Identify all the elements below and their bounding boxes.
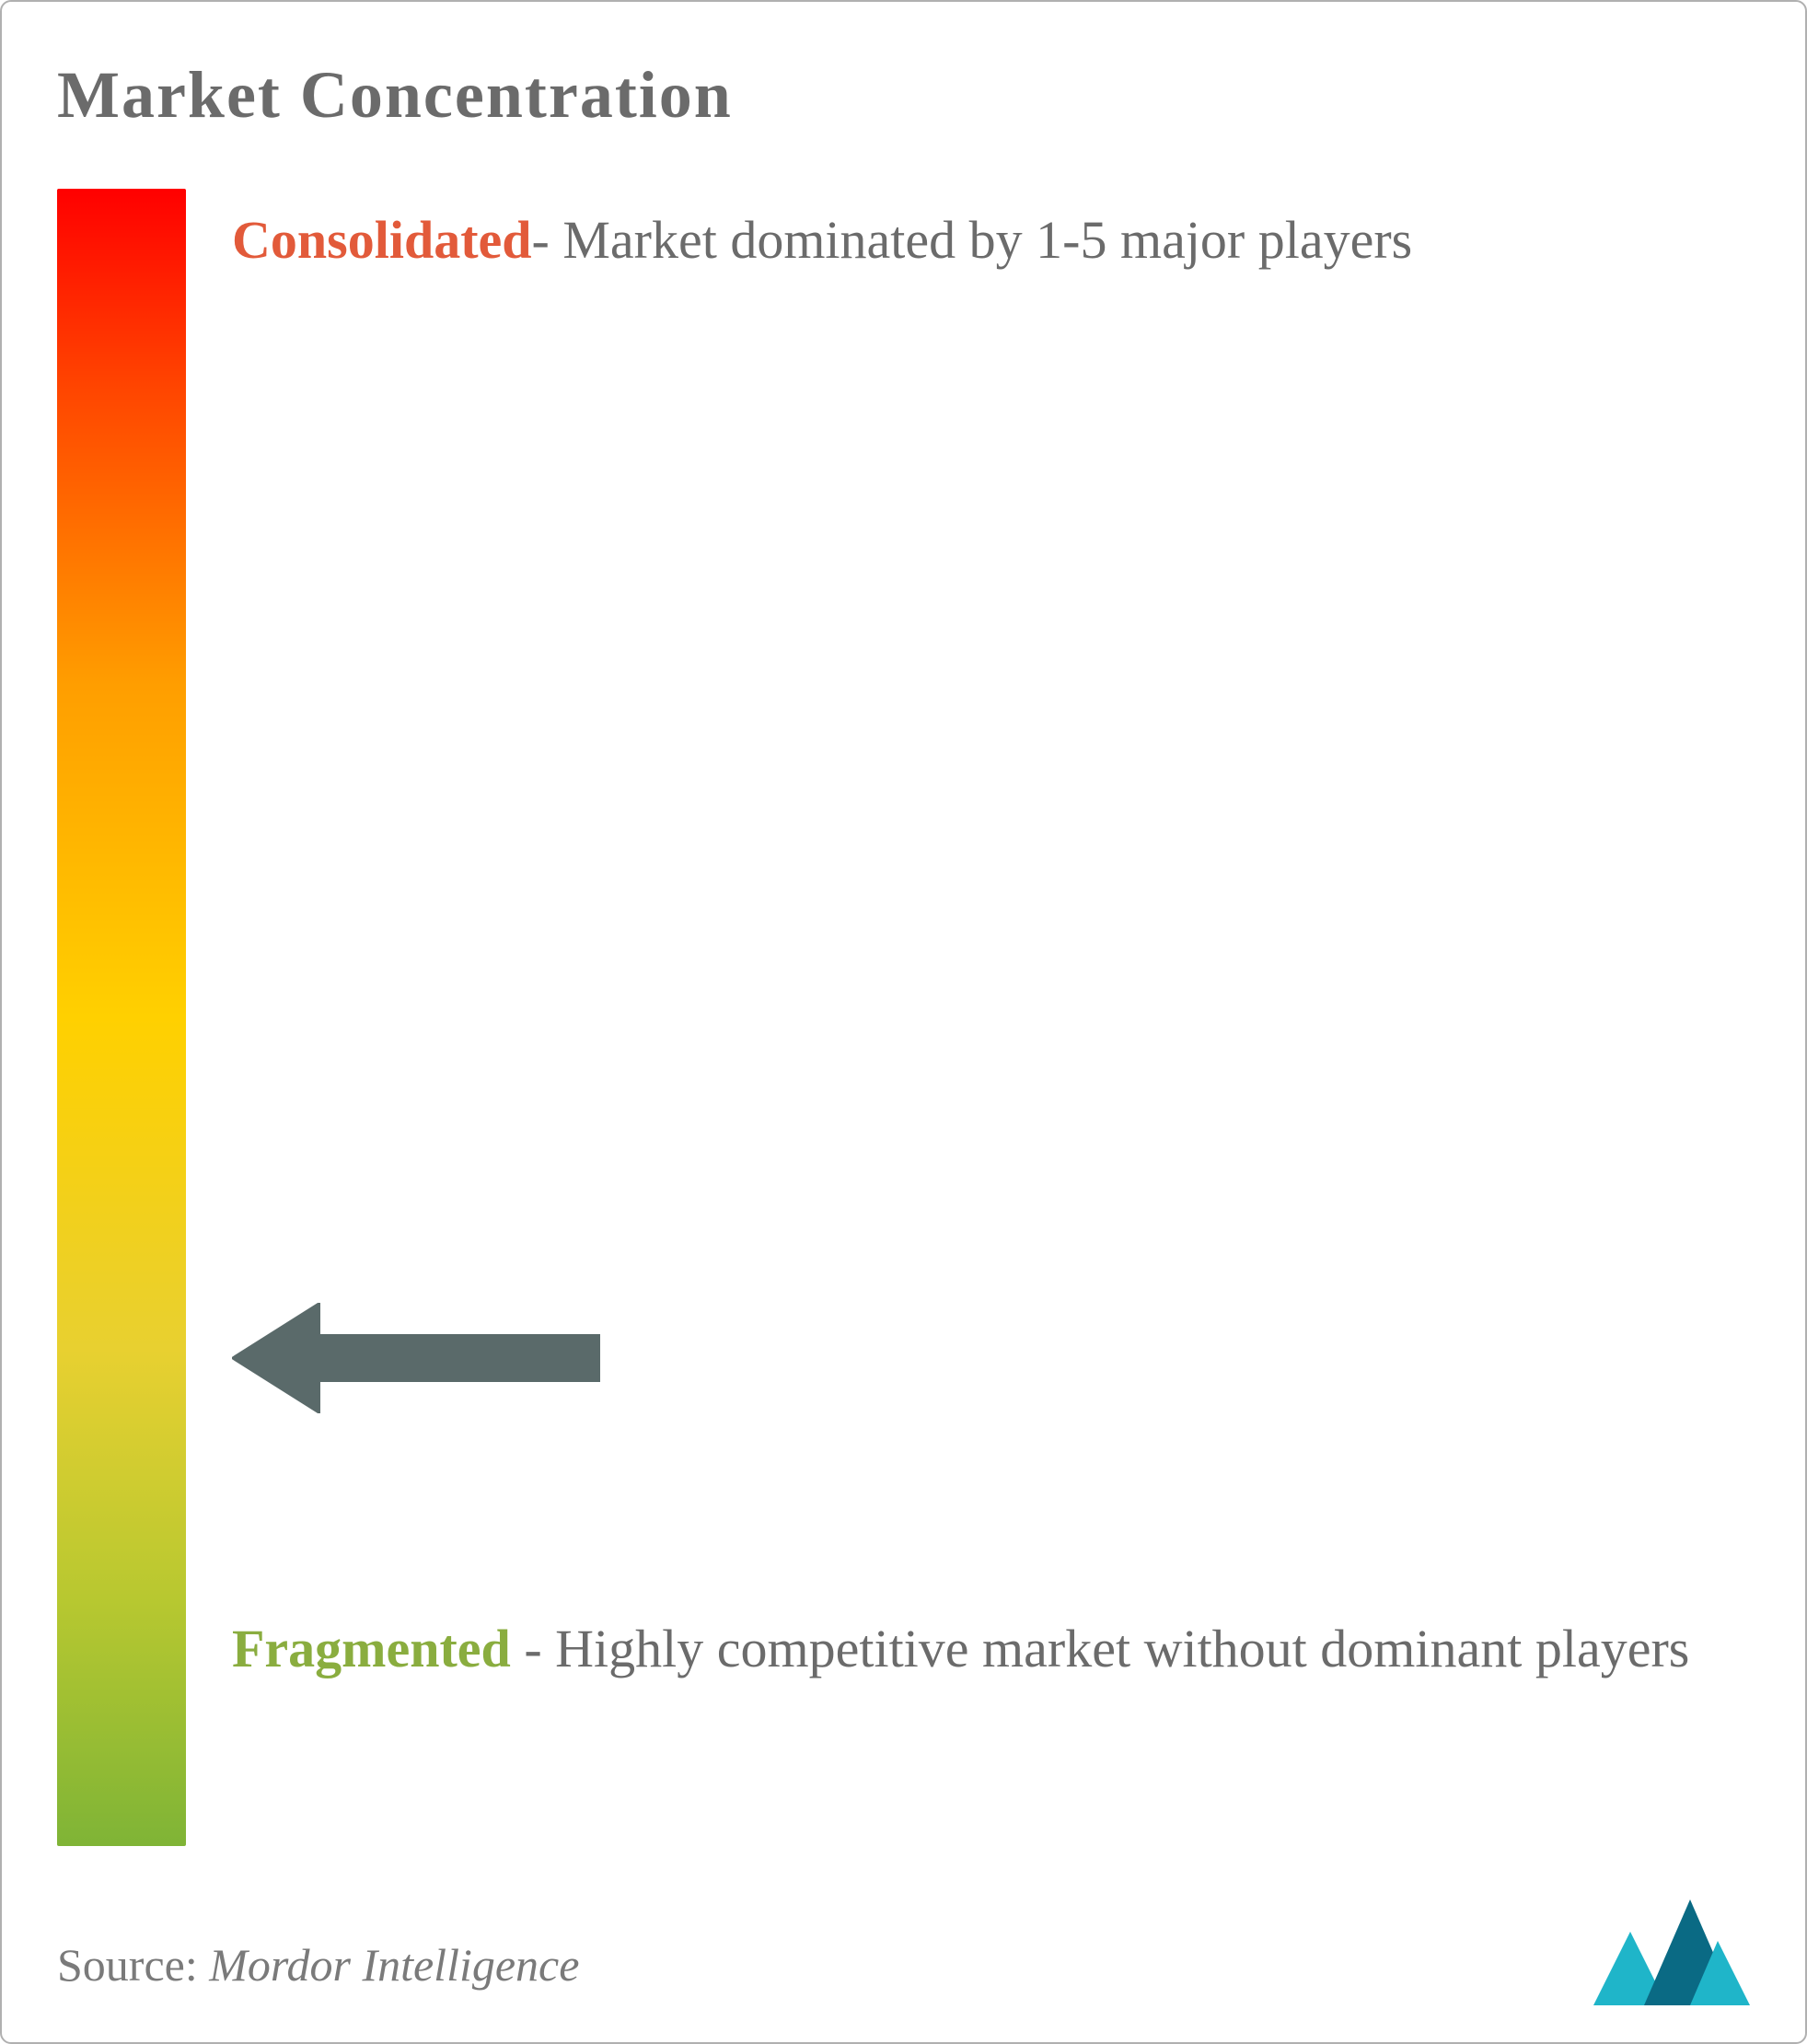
source-label: Source: bbox=[57, 1939, 198, 1991]
label-column: Consolidated- Market dominated by 1-5 ma… bbox=[232, 189, 1750, 1846]
brand-logo bbox=[1593, 1886, 1750, 2005]
fragmented-label: Fragmented - Highly competitive market w… bbox=[232, 1607, 1732, 1692]
infographic-card: Market Concentration Consolidated- Marke… bbox=[0, 0, 1807, 2044]
concentration-gradient-bar bbox=[57, 189, 186, 1846]
source-attribution: Source: Mordor Intelligence bbox=[57, 1938, 579, 1992]
position-indicator-arrow bbox=[232, 1303, 600, 1413]
consolidated-label: Consolidated- Market dominated by 1-5 ma… bbox=[232, 198, 1732, 284]
fragmented-keyword: Fragmented bbox=[232, 1619, 511, 1678]
consolidated-keyword: Consolidated bbox=[232, 210, 532, 270]
source-value: Mordor Intelligence bbox=[209, 1939, 579, 1991]
consolidated-description: - Market dominated by 1-5 major players bbox=[532, 210, 1413, 270]
chart-title: Market Concentration bbox=[57, 57, 1750, 134]
fragmented-description: - Highly competitive market without domi… bbox=[511, 1619, 1690, 1678]
chart-content: Consolidated- Market dominated by 1-5 ma… bbox=[57, 189, 1750, 1846]
